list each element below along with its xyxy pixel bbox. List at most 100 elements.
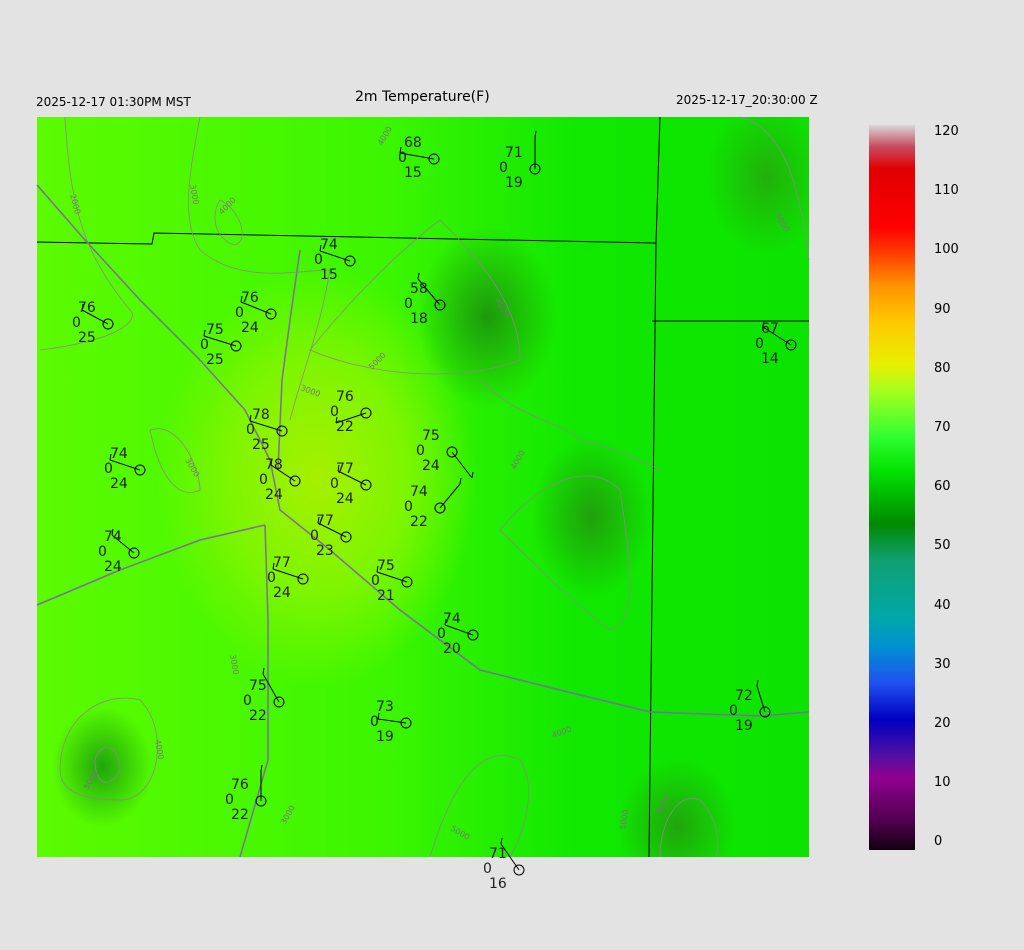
wind-barb-flag — [399, 146, 402, 154]
contour-label: 5000 — [367, 351, 388, 372]
colorbar-label: 20 — [934, 716, 951, 731]
contour — [94, 747, 121, 783]
wind-barb-flag — [534, 130, 537, 138]
wind-barb — [337, 470, 367, 486]
contour-label: 4000 — [376, 125, 394, 147]
contour — [739, 116, 810, 261]
contour-label: 4000 — [153, 739, 165, 761]
sky-cover-circle — [265, 308, 277, 320]
sky-cover-circle — [289, 475, 301, 487]
station-dewpoint: 25 — [206, 352, 224, 368]
sky-cover-circle — [428, 153, 440, 165]
station-temperature: 76 — [78, 300, 96, 316]
utc-time: 2025-12-17_20:30:00 Z — [676, 93, 818, 107]
wind-barb-flag — [270, 458, 273, 466]
sky-cover-circle — [400, 717, 412, 729]
station-temperature: 74 — [104, 529, 122, 545]
station-temperature: 77 — [336, 461, 354, 477]
contour-labels: 2000 300040003000400050004000400050003000… — [68, 125, 791, 842]
station-cloud: 0 — [371, 573, 380, 589]
wind-barb-flag — [337, 464, 340, 472]
station-temperature: 77 — [316, 513, 334, 529]
station-dewpoint: 19 — [735, 718, 753, 734]
wind-barb — [203, 335, 237, 347]
sky-cover-circle — [276, 425, 288, 437]
sky-cover-circle — [513, 864, 525, 876]
colorbar-label: 70 — [934, 420, 951, 435]
station-temperature: 78 — [265, 457, 283, 473]
wind-barb — [377, 718, 407, 724]
sky-cover-circle — [134, 464, 146, 476]
station-cloud: 0 — [499, 160, 508, 176]
temperature-map — [37, 117, 809, 857]
station-cloud: 0 — [72, 315, 81, 331]
sky-cover-circle — [230, 340, 242, 352]
station-dewpoint: 24 — [422, 458, 440, 474]
station-cloud: 0 — [416, 443, 425, 459]
contour-label: 3000 — [183, 457, 201, 479]
station-temperature: 76 — [241, 290, 259, 306]
station-cloud: 0 — [235, 305, 244, 321]
sky-cover-circle — [273, 696, 285, 708]
station-cloud: 0 — [330, 476, 339, 492]
wind-barb — [109, 459, 141, 471]
station-dewpoint: 24 — [110, 476, 128, 492]
contour-label: 5000 — [449, 824, 471, 842]
wind-barb — [319, 250, 351, 262]
wind-barb-flag — [756, 679, 759, 687]
station-dewpoint: 22 — [410, 514, 428, 530]
sky-cover-circle — [401, 576, 413, 588]
wind-barb — [762, 326, 792, 346]
colorbar-label: 60 — [934, 479, 951, 495]
station-cloud: 0 — [259, 472, 268, 488]
wind-barb-flag — [500, 837, 503, 845]
station-temperature: 75 — [249, 678, 267, 694]
station-temperature: 77 — [273, 555, 291, 571]
contour-label: 4000 — [509, 449, 527, 471]
contour-label: 2000 — [68, 193, 82, 215]
wind-barb-flag — [762, 320, 765, 328]
road — [36, 524, 266, 606]
wind-barb — [756, 685, 766, 713]
contour-label: 3000 — [279, 804, 297, 826]
wind-barb — [262, 673, 280, 703]
sky-cover-circle — [785, 339, 797, 351]
station-temperature: 75 — [206, 322, 224, 338]
sky-cover-circle — [467, 629, 479, 641]
station-cloud: 0 — [246, 422, 255, 438]
station-cloud: 0 — [483, 861, 492, 877]
station-plots: 6801571019740157602576024750255801867014… — [72, 130, 797, 892]
wind-barb — [417, 278, 441, 306]
wind-barb — [111, 534, 135, 554]
contour — [214, 199, 243, 246]
colorbar-label: 10 — [934, 775, 951, 791]
station-temperature: 74 — [320, 237, 338, 253]
wind-barb — [439, 483, 461, 509]
station-cloud: 0 — [404, 296, 413, 312]
colorbar — [869, 125, 915, 850]
station-cloud: 0 — [330, 404, 339, 420]
station-temperature: 76 — [231, 777, 249, 793]
sky-cover-circle — [340, 531, 352, 543]
station-dewpoint: 21 — [377, 588, 395, 604]
wind-barb-flag — [459, 477, 462, 485]
station-temperature: 71 — [489, 846, 507, 862]
wind-barb — [272, 568, 304, 580]
contour-label: 5000 — [82, 769, 100, 791]
contour-label: 3000 — [188, 184, 200, 206]
map-title: 2m Temperature(F) — [355, 89, 490, 105]
station-cloud: 0 — [437, 626, 446, 642]
